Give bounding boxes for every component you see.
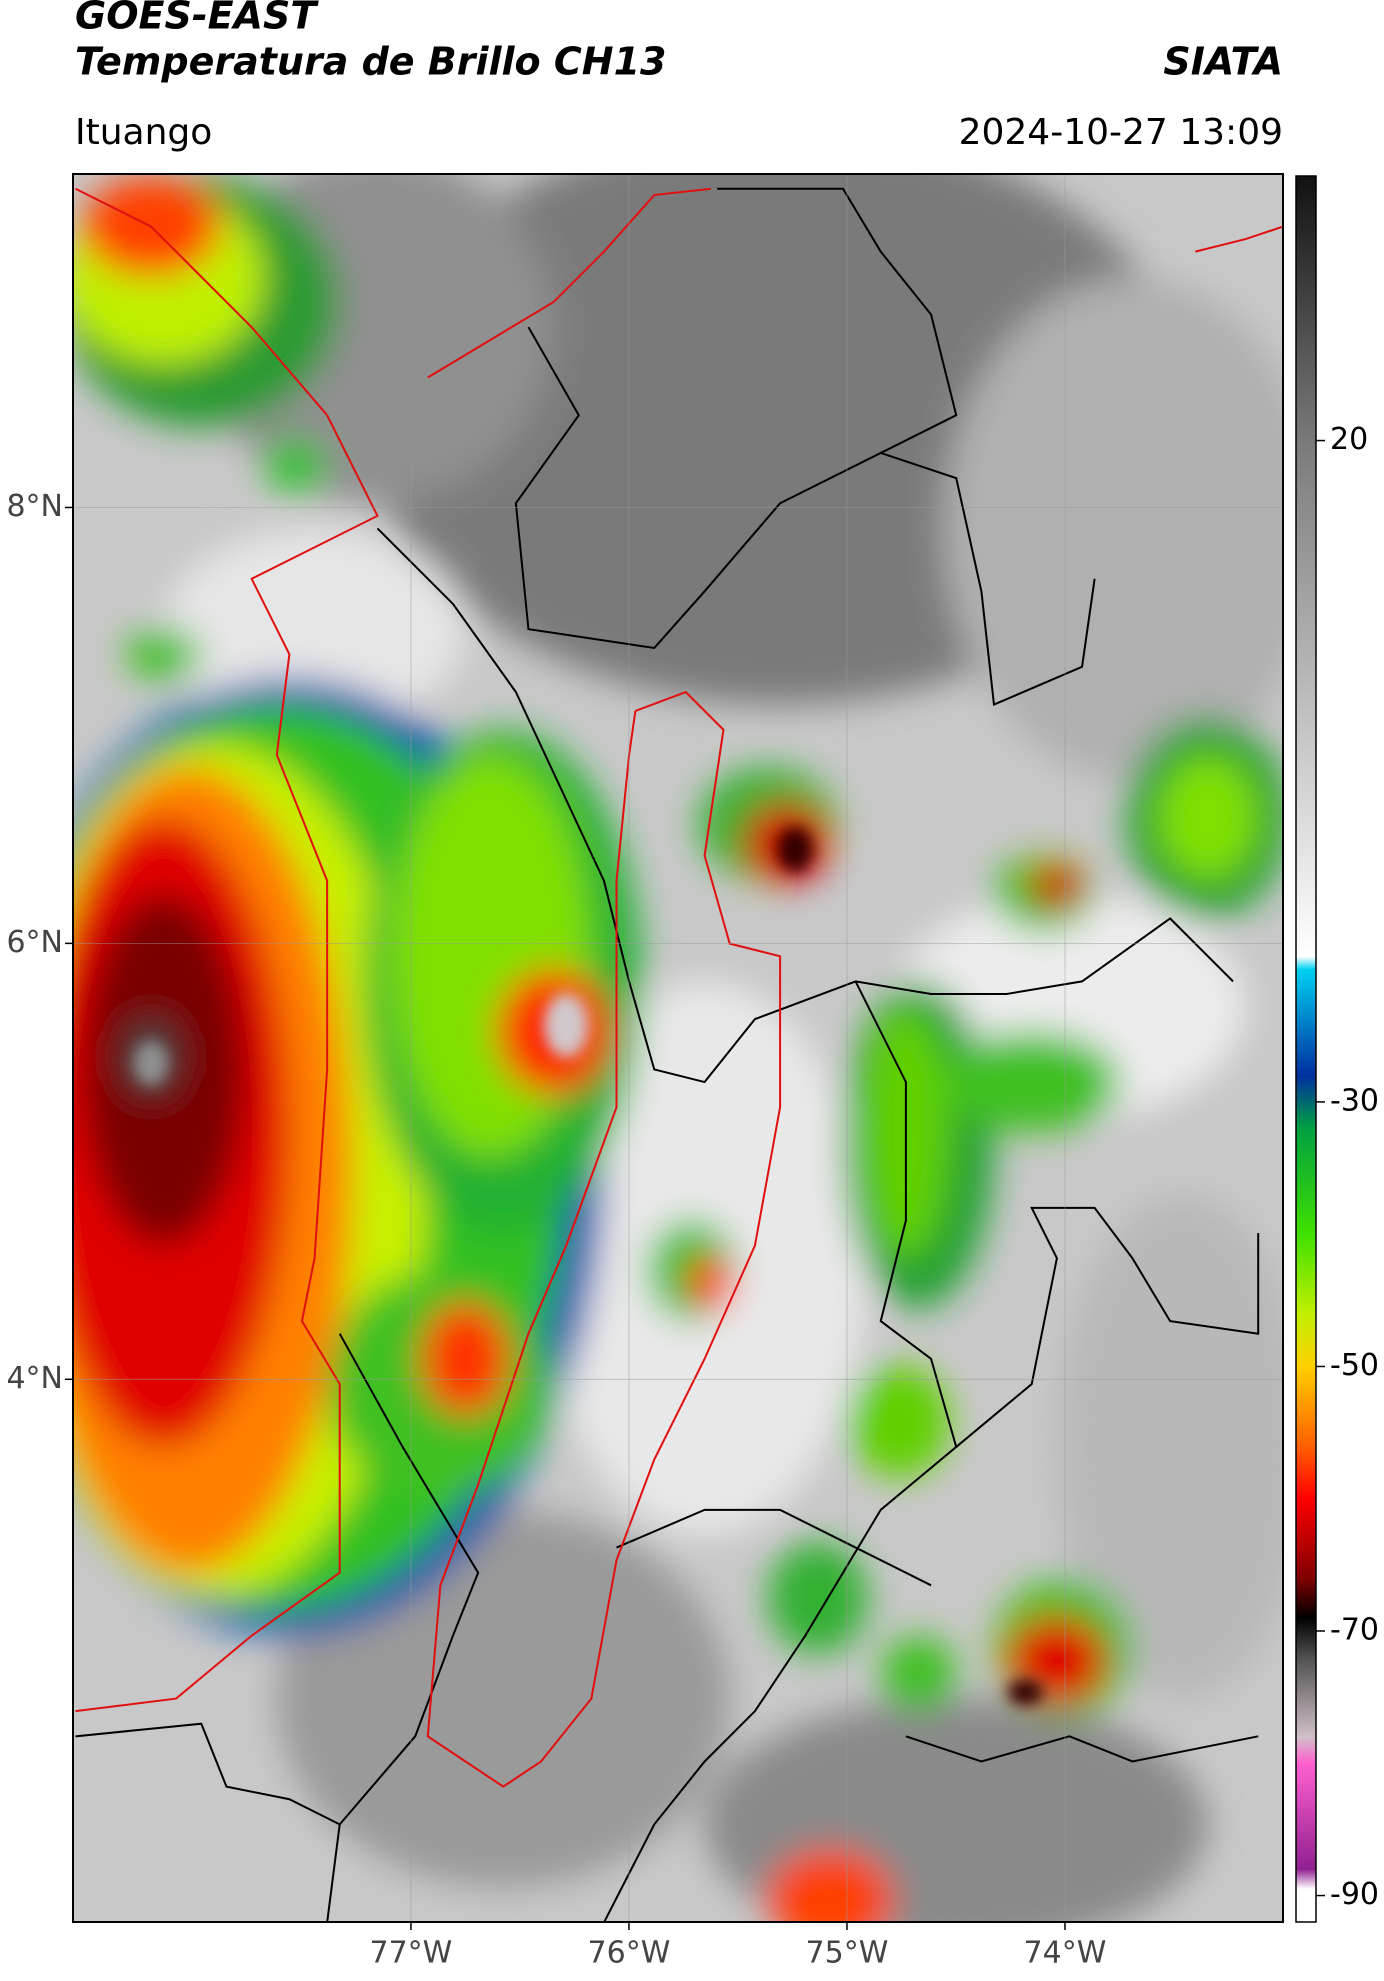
title-right: SIATA	[1163, 40, 1283, 84]
x-tick-label: 74°W	[1024, 1936, 1107, 1971]
x-tick-label: 75°W	[806, 1936, 889, 1971]
colorbar	[1295, 175, 1317, 1923]
colorbar-tick-label: -50	[1330, 1348, 1379, 1383]
datetime: 2024-10-27 13:09	[959, 112, 1283, 153]
colorbar-tick-label: -70	[1330, 1613, 1379, 1648]
y-tick-label: 8°N	[6, 489, 63, 524]
colorbar-tick-label: 20	[1330, 422, 1368, 457]
map-frame	[72, 173, 1284, 1923]
title-line2: Temperatura de Brillo CH13	[75, 40, 666, 84]
colorbar-tick-label: -90	[1330, 1877, 1379, 1912]
y-tick-label: 6°N	[6, 925, 63, 960]
x-tick-label: 77°W	[370, 1936, 453, 1971]
y-tick-label: 4°N	[6, 1361, 63, 1396]
admin-borders	[75, 187, 1260, 1923]
satellite-image	[72, 173, 1284, 1923]
colorbar-tick-label: -30	[1330, 1083, 1379, 1118]
title-line1: GOES-EAST	[75, 0, 319, 38]
coastline-borders	[75, 187, 1284, 1788]
x-tick-label: 76°W	[588, 1936, 671, 1971]
graticule	[73, 174, 1283, 1922]
location: Ituango	[75, 112, 212, 153]
